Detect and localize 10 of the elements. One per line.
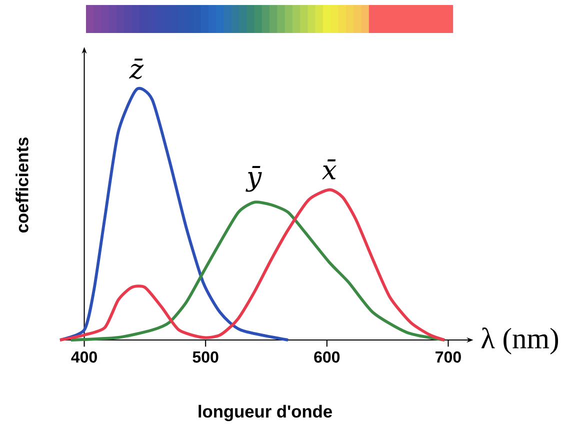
series-label: ȳ xyxy=(246,166,262,192)
text: λ (nm) xyxy=(481,328,558,354)
x-axis-title: longueur d'onde xyxy=(198,404,332,422)
x-tick-label: 700 xyxy=(436,351,461,363)
series-label: x̄ xyxy=(322,159,336,180)
x-tick-label: 500 xyxy=(192,351,218,363)
x-tick-label: 600 xyxy=(314,351,340,363)
y-axis-title: coefficients xyxy=(16,138,28,232)
series-label: z̄ xyxy=(129,58,144,80)
x-tick-label: 400 xyxy=(71,351,97,363)
